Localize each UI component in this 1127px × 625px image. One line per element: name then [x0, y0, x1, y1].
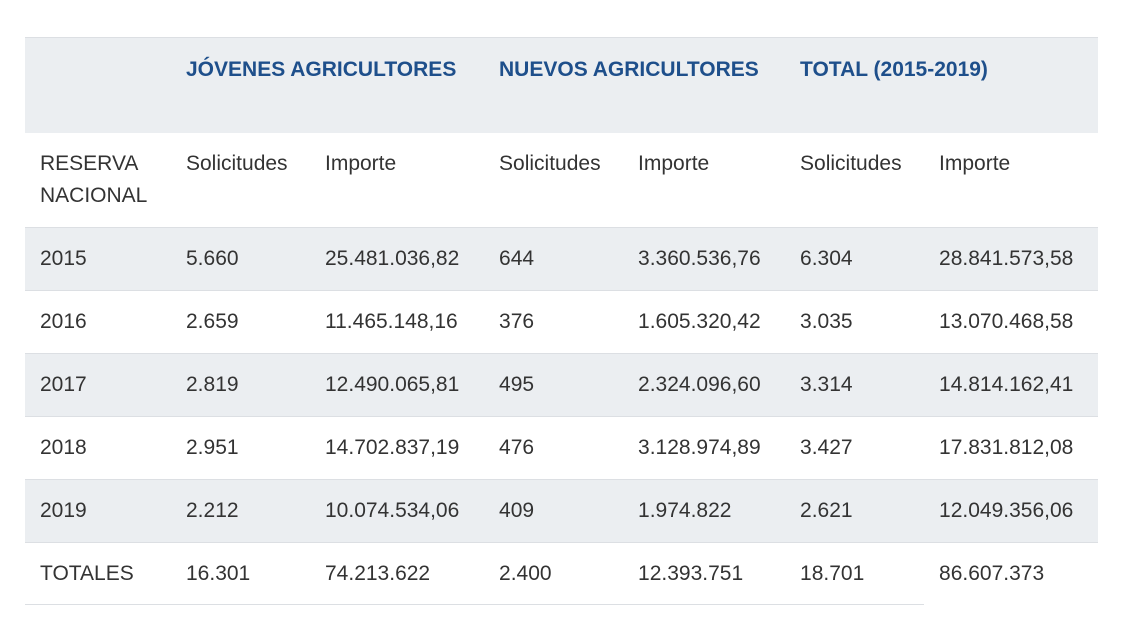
nuevos-importe-cell: 2.324.096,60 — [638, 373, 761, 396]
nuevos-importe-cell: 3.360.536,76 — [638, 247, 761, 270]
table-bottom-divider — [25, 604, 924, 605]
nuevos-solicitudes-cell: 476 — [499, 436, 535, 459]
table-row: 2019 2.212 10.074.534,06 409 1.974.822 2… — [25, 479, 1099, 543]
row-year: 2019 — [40, 499, 87, 522]
sub-header-nuevos-solicitudes: Solicitudes — [499, 151, 601, 175]
row-year: 2017 — [40, 373, 87, 396]
total-solicitudes-total: 18.701 — [800, 562, 865, 586]
total-solicitudes-cell: 6.304 — [800, 247, 853, 270]
nuevos-solicitudes-cell: 644 — [499, 247, 535, 270]
table-row: 2016 2.659 11.465.148,16 376 1.605.320,4… — [25, 290, 1099, 354]
sub-header-jovenes-importe: Importe — [325, 151, 397, 175]
total-solicitudes-cell: 3.314 — [800, 373, 853, 396]
jovenes-importe-cell: 12.490.065,81 — [325, 373, 460, 396]
total-importe-cell: 13.070.468,58 — [939, 310, 1074, 333]
group-header-empty — [25, 38, 171, 133]
group-header-nuevos: NUEVOS AGRICULTORES — [499, 58, 759, 81]
jovenes-importe-cell: 10.074.534,06 — [325, 499, 460, 522]
jovenes-solicitudes-total: 16.301 — [186, 562, 251, 586]
total-solicitudes-cell: 3.427 — [800, 436, 853, 459]
jovenes-solicitudes-cell: 2.212 — [186, 499, 239, 522]
jovenes-importe-cell: 14.702.837,19 — [325, 436, 460, 459]
row-year: 2018 — [40, 436, 87, 459]
row-year: 2016 — [40, 310, 87, 333]
total-importe-total: 86.607.373 — [939, 562, 1045, 586]
total-importe-cell: 12.049.356,06 — [939, 499, 1074, 522]
total-importe-cell: 17.831.812,08 — [939, 436, 1074, 459]
total-solicitudes-cell: 3.035 — [800, 310, 853, 333]
jovenes-importe-cell: 25.481.036,82 — [325, 247, 460, 270]
sub-header-nuevos-importe: Importe — [638, 151, 710, 175]
table-row: 2018 2.951 14.702.837,19 476 3.128.974,8… — [25, 416, 1099, 480]
jovenes-importe-total: 74.213.622 — [325, 562, 431, 586]
total-importe-cell: 14.814.162,41 — [939, 373, 1074, 396]
jovenes-solicitudes-cell: 5.660 — [186, 247, 239, 270]
sub-header-row: RESERVA NACIONAL Solicitudes Importe Sol… — [25, 133, 1098, 228]
row-year: 2015 — [40, 247, 87, 270]
table-row: 2015 5.660 25.481.036,82 644 3.360.536,7… — [25, 227, 1099, 291]
reserva-nacional-table: JÓVENES AGRICULTORES NUEVOS AGRICULTORES… — [25, 37, 1099, 606]
sub-header-reserva-nacional: RESERVA NACIONAL — [40, 151, 148, 207]
table-row: 2017 2.819 12.490.065,81 495 2.324.096,6… — [25, 353, 1099, 417]
nuevos-solicitudes-cell: 409 — [499, 499, 535, 522]
nuevos-importe-cell: 1.605.320,42 — [638, 310, 761, 333]
nuevos-solicitudes-total: 2.400 — [499, 562, 552, 586]
totals-label: TOTALES — [40, 562, 134, 586]
nuevos-importe-cell: 1.974.822 — [638, 499, 732, 522]
sub-header-total-solicitudes: Solicitudes — [800, 151, 902, 175]
nuevos-importe-cell: 3.128.974,89 — [638, 436, 761, 459]
nuevos-importe-total: 12.393.751 — [638, 562, 744, 586]
jovenes-importe-cell: 11.465.148,16 — [325, 310, 458, 333]
group-header-row: JÓVENES AGRICULTORES NUEVOS AGRICULTORES… — [25, 37, 1099, 133]
jovenes-solicitudes-cell: 2.659 — [186, 310, 239, 333]
nuevos-solicitudes-cell: 495 — [499, 373, 535, 396]
total-importe-cell: 28.841.573,58 — [939, 247, 1074, 270]
jovenes-solicitudes-cell: 2.819 — [186, 373, 239, 396]
group-header-jovenes: JÓVENES AGRICULTORES — [186, 58, 457, 81]
total-solicitudes-cell: 2.621 — [800, 499, 853, 522]
sub-header-total-importe: Importe — [939, 151, 1011, 175]
group-header-total: TOTAL (2015-2019) — [800, 58, 988, 81]
sub-header-jovenes-solicitudes: Solicitudes — [186, 151, 288, 175]
nuevos-solicitudes-cell: 376 — [499, 310, 535, 333]
totals-row: TOTALES 16.301 74.213.622 2.400 12.393.7… — [25, 542, 1099, 606]
reserva-nacional-table-container: JÓVENES AGRICULTORES NUEVOS AGRICULTORES… — [25, 37, 1099, 606]
jovenes-solicitudes-cell: 2.951 — [186, 436, 239, 459]
